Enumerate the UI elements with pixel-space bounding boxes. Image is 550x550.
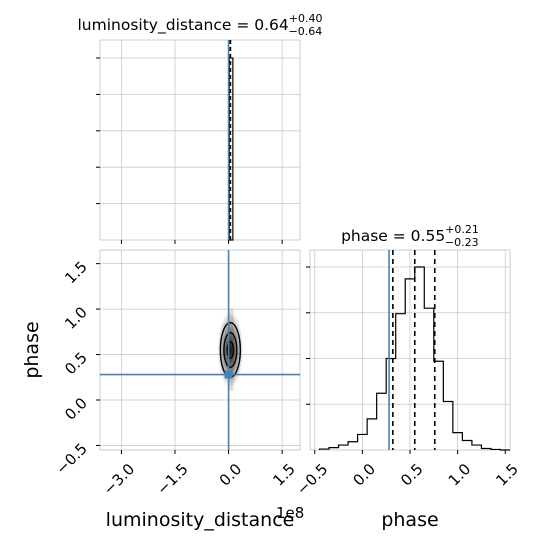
y-tick-label: 0.0 (61, 394, 91, 424)
x-tick-label: 0.0 (350, 460, 380, 490)
x-tick-label: 1.0 (445, 460, 475, 490)
tick-marks (96, 263, 283, 454)
panel-frame (99, 39, 301, 241)
y-tick-label: 0.5 (61, 349, 91, 379)
title-main: luminosity_distance = 0.64 (78, 16, 289, 35)
contour-level (226, 341, 235, 359)
truth-marker (224, 370, 233, 379)
x-tick-label: −0.5 (293, 460, 331, 498)
density (217, 309, 244, 391)
tick-marks (306, 266, 506, 454)
y-tick-label: 1.5 (61, 258, 91, 288)
x-tick-label: −1.5 (153, 460, 191, 498)
x-tick-label: 0.0 (216, 460, 246, 490)
y-tick-labels: −0.5 0.0 0.5 1.0 1.5 (52, 258, 90, 478)
x-tick-label: 0.5 (397, 460, 427, 490)
x-tick-labels: −3.0 −1.5 0.0 1.5 (100, 460, 299, 498)
grid (310, 250, 510, 450)
luminosity-distance-title: luminosity_distance = 0.64+0.40 −0.64 (78, 12, 323, 38)
title-sub: −0.64 (288, 25, 322, 38)
x-tick-label: −3.0 (100, 460, 138, 498)
title-sup: +0.40 (289, 12, 323, 25)
grid (100, 250, 300, 450)
title-sub: −0.23 (445, 236, 479, 249)
tick-marks (96, 57, 283, 244)
luminosity-distance-vs-phase-panel: −3.0 −1.5 0.0 1.5 −0.5 0.0 0.5 1.0 1.5 luminosi… (21, 249, 304, 531)
truth-lines (100, 250, 300, 450)
x-tick-labels: −0.5 0.0 0.5 1.0 1.5 (293, 460, 522, 498)
title-main: phase = 0.55 (341, 227, 445, 245)
luminosity-distance-panel: luminosity_distance = 0.64+0.40 −0.64 (78, 12, 323, 244)
phase-title: phase = 0.55+0.21 −0.23 (341, 223, 479, 249)
y-tick-label: −0.5 (52, 440, 90, 478)
quantile-lines (388, 250, 436, 450)
quantile-lines (227, 40, 232, 240)
x-axis-label: luminosity_distance (106, 509, 295, 531)
panel-frame (99, 249, 301, 451)
contour-level (223, 332, 238, 368)
y-axis-label: phase (21, 321, 43, 378)
x-axis-label: phase (381, 509, 438, 531)
x-tick-label: 1.5 (492, 460, 522, 490)
density-column (229, 309, 234, 391)
offset-text: 1e8 (276, 504, 304, 522)
y-tick-label: 1.0 (61, 303, 91, 333)
grid (100, 40, 300, 240)
title-sup: +0.21 (445, 223, 479, 236)
phase-panel: −0.5 0.0 0.5 1.0 1.5 phase = 0.55+0.21 −0.23 … (293, 223, 522, 531)
